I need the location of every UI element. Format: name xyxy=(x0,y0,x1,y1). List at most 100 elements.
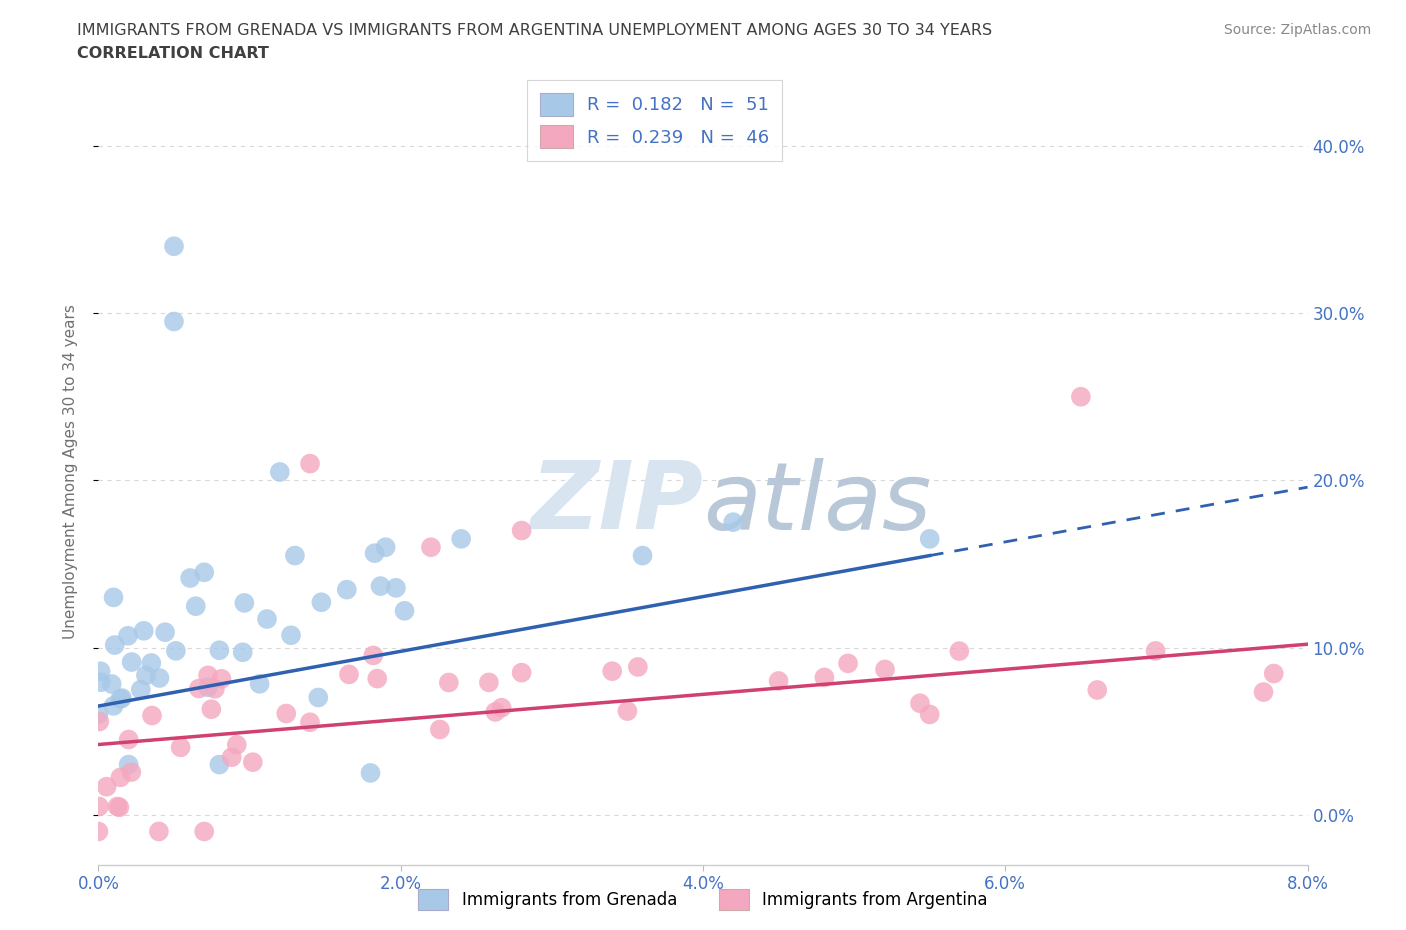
Point xyxy=(233,595,256,610)
Point xyxy=(87,799,110,814)
Point xyxy=(225,737,247,752)
Point xyxy=(437,675,460,690)
Point xyxy=(108,800,131,815)
Point xyxy=(163,239,186,254)
Point xyxy=(110,770,132,785)
Point xyxy=(299,457,322,472)
Point xyxy=(120,764,142,779)
Point xyxy=(107,799,129,814)
Point xyxy=(311,595,333,610)
Point xyxy=(179,571,201,586)
Point xyxy=(89,714,111,729)
Text: atlas: atlas xyxy=(703,458,931,549)
Point xyxy=(813,670,835,684)
Point xyxy=(280,628,302,643)
Point xyxy=(249,676,271,691)
Point xyxy=(307,690,329,705)
Point xyxy=(491,700,513,715)
Point xyxy=(204,682,226,697)
Text: IMMIGRANTS FROM GRENADA VS IMMIGRANTS FROM ARGENTINA UNEMPLOYMENT AMONG AGES 30 : IMMIGRANTS FROM GRENADA VS IMMIGRANTS FR… xyxy=(77,23,993,38)
Point xyxy=(153,625,176,640)
Point xyxy=(948,644,970,658)
Point xyxy=(148,671,170,685)
Point xyxy=(269,465,291,480)
Point xyxy=(148,824,170,839)
Point xyxy=(420,539,443,554)
Point xyxy=(193,565,215,579)
Point xyxy=(510,523,533,538)
Point xyxy=(256,612,278,627)
Point xyxy=(873,662,896,677)
Point xyxy=(232,644,254,659)
Point xyxy=(187,681,209,696)
Point xyxy=(242,755,264,770)
Point xyxy=(90,675,112,690)
Point xyxy=(103,698,125,713)
Point xyxy=(200,702,222,717)
Point xyxy=(723,514,745,529)
Point xyxy=(616,704,638,719)
Point xyxy=(141,708,163,723)
Point xyxy=(918,531,941,546)
Point xyxy=(627,659,650,674)
Point xyxy=(484,704,506,719)
Point xyxy=(169,740,191,755)
Point xyxy=(370,578,392,593)
Point xyxy=(363,648,385,663)
Point xyxy=(197,668,219,683)
Point xyxy=(1085,683,1108,698)
Point xyxy=(394,604,416,618)
Point xyxy=(197,680,219,695)
Point xyxy=(104,638,127,653)
Point xyxy=(450,531,472,546)
Point xyxy=(96,779,118,794)
Point xyxy=(100,676,122,691)
Legend: R =  0.182   N =  51, R =  0.239   N =  46: R = 0.182 N = 51, R = 0.239 N = 46 xyxy=(527,80,782,161)
Point xyxy=(129,683,152,698)
Point xyxy=(600,664,623,679)
Text: ZIP: ZIP xyxy=(530,458,703,550)
Text: Source: ZipAtlas.com: Source: ZipAtlas.com xyxy=(1223,23,1371,37)
Point xyxy=(918,707,941,722)
Text: CORRELATION CHART: CORRELATION CHART xyxy=(77,46,269,61)
Point xyxy=(631,548,654,563)
Point xyxy=(135,668,157,683)
Point xyxy=(184,599,207,614)
Point xyxy=(103,590,125,604)
Point xyxy=(110,692,132,707)
Point xyxy=(132,623,155,638)
Point xyxy=(510,665,533,680)
Point xyxy=(429,722,451,737)
Point xyxy=(837,656,859,671)
Point xyxy=(87,707,110,722)
Point xyxy=(163,314,186,329)
Point xyxy=(768,673,790,688)
Point xyxy=(1144,644,1167,658)
Point xyxy=(284,548,307,563)
Point xyxy=(90,664,112,679)
Point xyxy=(208,643,231,658)
Point xyxy=(211,671,233,686)
Point xyxy=(478,675,501,690)
Point xyxy=(363,546,385,561)
Point xyxy=(121,655,143,670)
Y-axis label: Unemployment Among Ages 30 to 34 years: Unemployment Among Ages 30 to 34 years xyxy=(63,304,77,640)
Point xyxy=(118,757,141,772)
Point xyxy=(87,824,110,839)
Point xyxy=(165,644,187,658)
Point xyxy=(221,750,243,764)
Point xyxy=(117,629,139,644)
Point xyxy=(208,757,231,772)
Point xyxy=(336,582,359,597)
Point xyxy=(1263,666,1285,681)
Point xyxy=(374,539,396,554)
Point xyxy=(385,580,408,595)
Point xyxy=(337,667,360,682)
Point xyxy=(111,691,134,706)
Point xyxy=(299,715,322,730)
Point xyxy=(118,732,141,747)
Point xyxy=(141,656,163,671)
Point xyxy=(193,824,215,839)
Point xyxy=(908,696,931,711)
Point xyxy=(360,765,382,780)
